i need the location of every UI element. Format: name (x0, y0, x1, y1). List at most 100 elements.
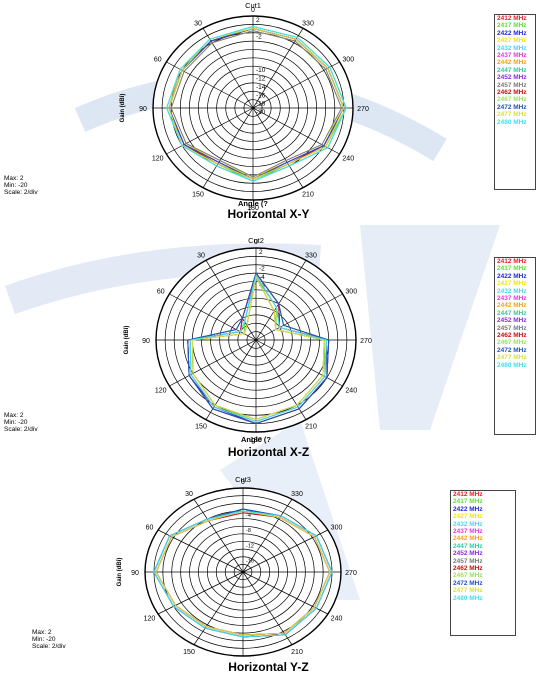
grid-spoke (242, 529, 329, 573)
angle-tick-label: 300 (342, 57, 354, 64)
series-line (168, 27, 345, 180)
legend-entry: 2417 MHz (453, 498, 483, 506)
chart-caption-cut3: Horizontal Y-Z (228, 660, 309, 674)
legend-entry: 2480 MHz (497, 118, 527, 126)
angle-tick-label: 330 (302, 20, 314, 27)
grid-spoke (166, 61, 254, 109)
grid-spoke (193, 499, 244, 573)
angle-tick-label: 90 (139, 106, 147, 113)
legend-entry: 2477 MHz (497, 354, 527, 362)
radial-tick-label: -2 (259, 266, 265, 273)
grid-spoke (255, 339, 343, 387)
legend-entry: 2472 MHz (497, 103, 527, 111)
chart-panel-cut2: Cut2 0 30 60 90 120 150 180 210 240 270 300 330 2 -2 -4… (0, 232, 537, 462)
legend-entry: 2447 MHz (497, 309, 527, 317)
radial-axis-label: Gain (dBi) (120, 94, 126, 123)
radial-tick-label: -8 (246, 528, 251, 534)
radial-tick-label: -12 (256, 76, 266, 83)
legend-entry: 2447 MHz (453, 542, 483, 550)
legend-entry: 2412 MHz (453, 491, 483, 498)
series-line (153, 510, 333, 638)
legend-entry: 2472 MHz (497, 346, 527, 354)
angle-tick-label: 30 (197, 252, 205, 259)
angle-tick-label: 180 (250, 437, 262, 444)
grid-spoke (157, 571, 244, 615)
radial-tick-label: -16 (246, 559, 254, 565)
angle-tick-label: 210 (291, 649, 303, 656)
chart-caption-cut1: Horizontal X-Y (227, 207, 310, 221)
legend-entry: 2462 MHz (497, 89, 527, 97)
radial-tick-label: -14 (256, 84, 266, 91)
grid-spoke (205, 339, 257, 420)
grid-spoke (202, 28, 254, 109)
stat-max: Max: 2 (4, 412, 24, 419)
angle-tick-label: 120 (144, 616, 156, 623)
watermark-letter-a-right (360, 225, 500, 430)
angle-tick-label: 330 (291, 491, 303, 498)
legend-entry: 2480 MHz (453, 594, 483, 602)
angle-tick-label: 150 (192, 192, 204, 199)
legend-entry: 2462 MHz (453, 565, 483, 573)
angle-tick-label: 150 (195, 424, 207, 431)
radial-tick-label: -18 (256, 101, 266, 108)
radial-tick-label: -4 (259, 274, 265, 281)
angle-tick-label: 120 (152, 156, 164, 163)
chart-title: Cut1 (245, 1, 261, 10)
stat-scale: Scale: 2/div (32, 643, 66, 650)
legend-entry: 2477 MHz (497, 111, 527, 119)
legend-entry: 2467 MHz (497, 96, 527, 104)
angle-tick-label: 330 (305, 252, 317, 259)
legend-cut2: 2412 MHz 2417 MHz 2422 MHz 2427 MHz 2432 MHz… (494, 257, 536, 435)
legend-entry: 2437 MHz (497, 52, 527, 60)
legend-entry: 2480 MHz (497, 361, 527, 369)
angle-tick-label: 300 (345, 289, 357, 296)
radial-tick-label: -4 (246, 513, 251, 519)
angle-tick-label: 60 (146, 525, 154, 532)
angle-tick-label: 270 (357, 106, 369, 113)
radial-tick-label: -20 (256, 109, 266, 116)
stat-scale: Scale: 2/div (4, 426, 38, 433)
series-line (189, 273, 328, 423)
chart-title: Cut2 (248, 236, 264, 245)
grid-spoke (169, 339, 257, 387)
stat-scale: Scale: 2/div (4, 189, 38, 196)
legend-entry: 2432 MHz (497, 44, 527, 52)
angle-tick-label: 30 (194, 20, 202, 27)
angle-tick-label: 30 (185, 491, 193, 498)
legend-entry: 2432 MHz (497, 287, 527, 295)
series-line (191, 275, 325, 421)
angle-tick-label: 240 (345, 388, 357, 395)
legend-entry: 2422 MHz (453, 505, 483, 513)
legend-entry: 2417 MHz (497, 22, 527, 30)
legend-entry: 2427 MHz (497, 37, 527, 45)
angle-axis-label: Angle (? (238, 199, 268, 208)
legend-entry: 2457 MHz (453, 557, 483, 565)
series-line (187, 272, 330, 425)
angle-tick-label: 60 (154, 57, 162, 64)
legend-entry: 2422 MHz (497, 272, 527, 280)
legend-entry: 2442 MHz (497, 302, 527, 310)
angle-tick-label: 210 (302, 192, 314, 199)
angle-tick-label: 180 (247, 205, 259, 210)
stat-max: Max: 2 (4, 175, 24, 182)
grid-spoke (157, 529, 244, 573)
grid-spoke (205, 260, 257, 341)
grid-spoke (202, 107, 254, 188)
legend-entry: 2452 MHz (453, 550, 483, 558)
legend-entry: 2417 MHz (497, 265, 527, 273)
polar-chart-cut3: Cut30306090120150180210240270300330-4-8-… (117, 475, 357, 657)
radial-tick-label: -16 (256, 92, 266, 99)
angle-tick-label: 150 (183, 649, 195, 656)
grid-spoke (255, 339, 307, 420)
angle-tick-label: 90 (131, 570, 139, 577)
legend-entry: 2452 MHz (497, 317, 527, 325)
series-line (170, 30, 343, 178)
legend-list: 2412 MHz 2417 MHz 2422 MHz 2427 MHz 2432 MHz… (495, 15, 535, 126)
legend-list: 2412 MHz 2417 MHz 2422 MHz 2427 MHz 2432 MHz… (451, 491, 515, 602)
angle-axis-label: Angle (? (241, 435, 271, 444)
chart-panel-cut3: Cut30306090120150180210240270300330-4-8-… (0, 474, 537, 676)
angle-tick-label: 0 (254, 239, 258, 246)
chart-caption-cut2: Horizontal X-Z (227, 445, 310, 459)
